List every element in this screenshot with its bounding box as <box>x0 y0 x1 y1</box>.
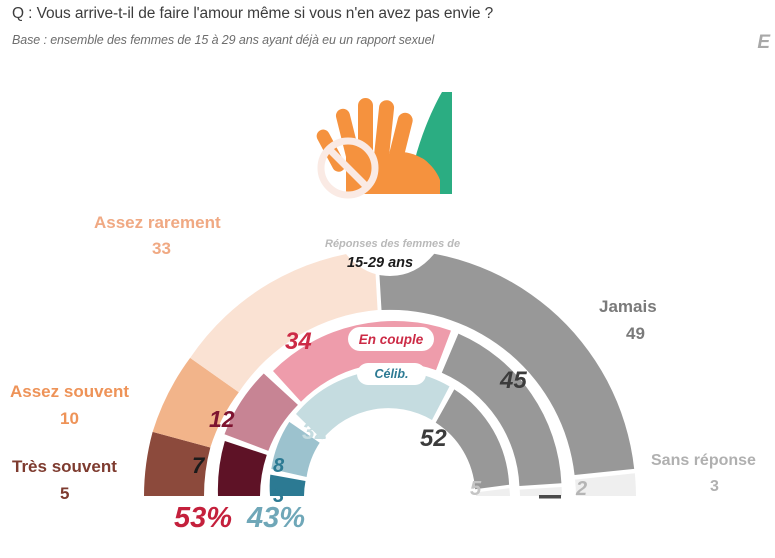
arc-value-celib-52: 52 <box>420 425 447 452</box>
total-en-couple-pct: 53% <box>174 502 233 534</box>
middle-seg-45 <box>441 333 562 486</box>
label-tres-souvent: Très souvent <box>12 457 117 476</box>
inner-seg-3 <box>269 474 306 496</box>
caption-notch-outer <box>340 246 440 276</box>
value-tres-souvent: 5 <box>60 484 70 503</box>
outer-seg-assez-souvent <box>152 357 239 448</box>
label-assez-rarement: Assez rarement <box>94 213 221 232</box>
ring-inner-celib <box>269 369 510 496</box>
middle-seg-12 <box>224 373 298 451</box>
total-celibataire-pct: 43% <box>247 502 306 534</box>
arc-value-couple-2: 2 <box>576 478 588 500</box>
label-sans-reponse: Sans réponse <box>651 452 756 469</box>
inner-seg-52 <box>435 389 510 490</box>
question-title: Q : Vous arrive-t-il de faire l'amour mê… <box>12 5 494 22</box>
inner-seg-32 <box>296 369 450 440</box>
label-assez-souvent: Assez souvent <box>10 382 130 401</box>
arc-value-celib-32: 32 <box>302 418 328 444</box>
inner-seg-8 <box>271 421 320 477</box>
value-assez-souvent: 10 <box>60 409 79 428</box>
value-jamais: 49 <box>626 324 645 343</box>
outer-seg-sans-reponse <box>575 473 636 496</box>
middle-seg-7 <box>217 441 267 496</box>
base-note: Base : ensemble des femmes de 15 à 29 an… <box>12 33 435 47</box>
ring-label-en-couple: En couple <box>348 327 434 351</box>
arc-value-couple-34: 34 <box>285 328 312 355</box>
arc-value-couple-45: 45 <box>500 367 527 394</box>
label-jamais: Jamais <box>599 297 657 316</box>
outer-seg-assez-rarement <box>190 250 378 393</box>
center-caption-line2: 15-29 ans <box>347 255 414 271</box>
arc-value-celib-8: 8 <box>273 455 285 477</box>
value-sans-reponse: 3 <box>710 478 719 495</box>
outer-seg-tres-souvent <box>144 431 211 496</box>
arc-value-couple-7: 7 <box>192 453 205 478</box>
arc-value-couple-12: 12 <box>209 406 235 432</box>
ring-outer-15-29 <box>144 249 636 496</box>
arc-value-celib-3: 3 <box>273 485 285 507</box>
center-caption-line1: Réponses des femmes de <box>325 238 461 250</box>
middle-seg-2 <box>519 487 562 496</box>
marker-dash <box>539 495 561 499</box>
outer-seg-jamais <box>378 249 635 475</box>
inner-seg-5 <box>475 488 510 496</box>
stop-hand-no-icon <box>300 90 470 200</box>
value-assez-rarement: 33 <box>152 239 171 258</box>
corner-mark: E <box>757 32 770 53</box>
ring-label-celibataire: Célib. <box>357 363 426 385</box>
arc-value-celib-5: 5 <box>470 478 482 500</box>
